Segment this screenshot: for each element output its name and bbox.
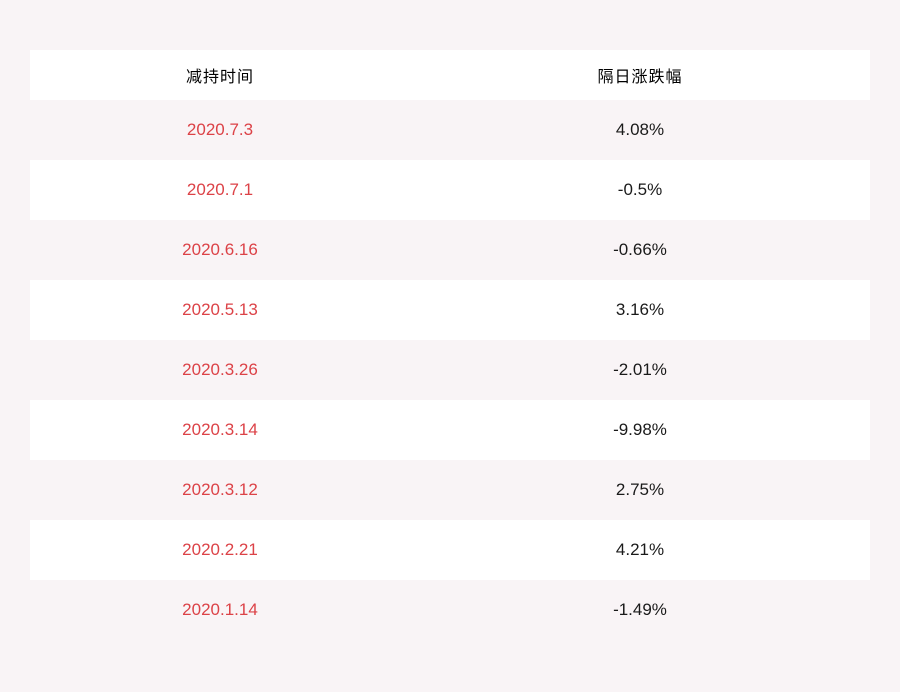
next-day-change: -1.49% xyxy=(613,600,667,619)
next-day-change: -2.01% xyxy=(613,360,667,379)
table-body: 2020.7.3 4.08% 2020.7.1 -0.5% 2020.6.16 -0.66… xyxy=(30,100,870,640)
reduction-date: 2020.6.16 xyxy=(182,240,258,259)
reduction-date: 2020.3.14 xyxy=(182,420,258,439)
table-row: 2020.5.13 3.16% xyxy=(30,280,870,340)
column-header-reduction-time: 减持时间 xyxy=(185,69,254,86)
next-day-change: 3.16% xyxy=(615,300,665,319)
next-day-change: -0.66% xyxy=(613,240,667,259)
table-row: 2020.1.14 -1.49% xyxy=(30,580,870,640)
table-header-row: 减持时间 隔日涨跌幅 xyxy=(30,50,870,100)
table-row: 2020.3.26 -2.01% xyxy=(30,340,870,400)
table-row: 2020.6.16 -0.66% xyxy=(30,220,870,280)
table-row: 2020.3.14 -9.98% xyxy=(30,400,870,460)
reduction-date: 2020.7.3 xyxy=(186,120,254,139)
reduction-history-table: 减持时间 隔日涨跌幅 2020.7.3 4.08% 2020.7.1 -0.5% 202… xyxy=(30,50,870,640)
reduction-date: 2020.7.1 xyxy=(186,180,254,199)
table-row: 2020.3.12 2.75% xyxy=(30,460,870,520)
next-day-change: 2.75% xyxy=(615,480,665,499)
next-day-change: -9.98% xyxy=(613,420,667,439)
reduction-date: 2020.1.14 xyxy=(182,600,258,619)
next-day-change: 4.21% xyxy=(615,540,665,559)
next-day-change: -0.5% xyxy=(617,180,663,199)
reduction-date: 2020.2.21 xyxy=(182,540,258,559)
reduction-date: 2020.3.12 xyxy=(182,480,258,499)
reduction-date: 2020.5.13 xyxy=(182,300,258,319)
column-header-next-day-change: 隔日涨跌幅 xyxy=(597,69,683,86)
next-day-change: 4.08% xyxy=(615,120,665,139)
table-row: 2020.7.1 -0.5% xyxy=(30,160,870,220)
table-row: 2020.2.21 4.21% xyxy=(30,520,870,580)
table-row: 2020.7.3 4.08% xyxy=(30,100,870,160)
reduction-date: 2020.3.26 xyxy=(182,360,258,379)
